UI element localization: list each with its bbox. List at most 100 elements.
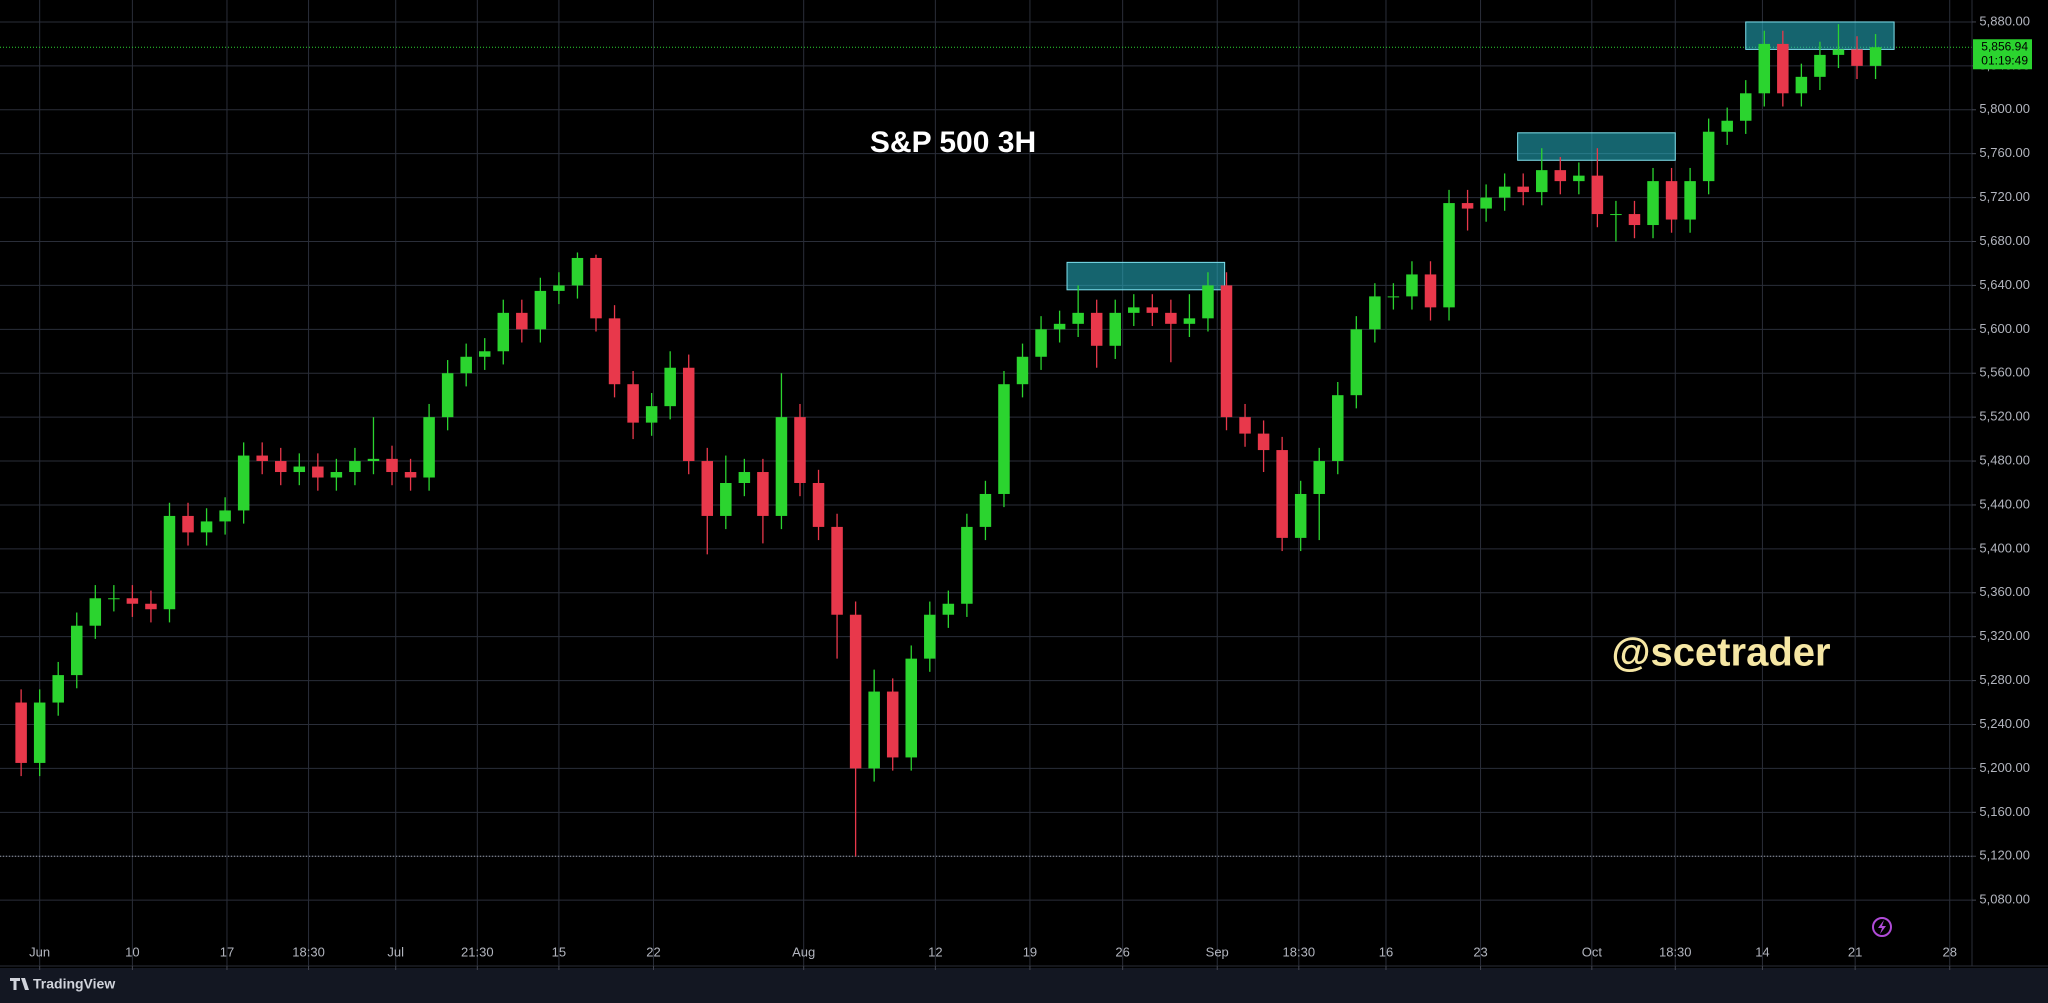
x-tick-label: Jun <box>29 944 50 959</box>
candle-body <box>349 461 361 473</box>
candle-body <box>1294 493 1307 538</box>
candle-body <box>831 526 843 615</box>
y-tick-label: 5,360.00 <box>1979 584 2030 599</box>
candle-body <box>33 702 46 763</box>
y-tick-label: 5,760.00 <box>1979 145 2030 160</box>
candle-body <box>330 472 343 478</box>
y-tick-label: 5,160.00 <box>1979 804 2030 819</box>
x-tick-label: 22 <box>646 944 660 959</box>
candle-body <box>367 458 380 462</box>
candle-body <box>404 472 417 478</box>
candle-body <box>1480 197 1492 209</box>
candle-body <box>256 455 268 462</box>
candle-body <box>1313 461 1325 494</box>
candle-body <box>534 290 547 330</box>
x-tick-label: 21 <box>1848 944 1862 959</box>
footer-bar <box>0 968 2048 1003</box>
candle-body <box>1239 417 1251 434</box>
y-tick-label: 5,560.00 <box>1979 365 2030 380</box>
candle-body <box>1647 181 1659 226</box>
candle-body <box>1554 170 1567 182</box>
candle-body <box>998 384 1010 494</box>
candle-body <box>478 351 491 357</box>
candle-body <box>182 515 194 533</box>
zone <box>1066 261 1226 291</box>
candle-body <box>423 417 435 478</box>
candle-body <box>15 702 27 763</box>
candle-body <box>1016 356 1029 385</box>
candle-body <box>849 614 862 769</box>
x-tick-label: Jul <box>387 944 404 959</box>
candle-body <box>1498 186 1511 198</box>
alert-icon-bolt <box>1878 920 1886 934</box>
candle-body <box>1424 274 1437 308</box>
candle-body <box>71 625 83 676</box>
watermark: @scetrader <box>1611 631 1830 675</box>
last-price-box <box>1973 39 2032 70</box>
candle-body <box>108 598 120 600</box>
candle-body <box>1758 43 1771 94</box>
candle-body <box>1517 186 1529 193</box>
candle-body <box>961 526 973 604</box>
candle-body <box>1684 181 1696 220</box>
alert-icon <box>1872 917 1892 937</box>
candle-body <box>590 257 602 319</box>
candle-body <box>460 356 472 374</box>
x-tick-label: Sep <box>1206 944 1229 959</box>
candle-body <box>200 521 213 533</box>
candle-body <box>1165 312 1177 324</box>
y-tick-label: 5,400.00 <box>1979 540 2030 555</box>
candle-body <box>1276 450 1288 538</box>
candle-body <box>1146 307 1159 313</box>
candle-body <box>1443 203 1455 308</box>
candle-body <box>1591 175 1604 215</box>
y-tick-label: 5,240.00 <box>1979 716 2030 731</box>
candle-body <box>497 312 510 352</box>
candle-body <box>738 472 751 483</box>
candle-body <box>905 658 917 758</box>
candle-body <box>664 367 676 407</box>
x-tick-label: 28 <box>1942 944 1956 959</box>
x-tick-label: 18:30 <box>292 944 325 959</box>
y-tick-label: 5,600.00 <box>1979 321 2030 336</box>
candle-body <box>886 691 899 758</box>
candle-body <box>145 603 157 610</box>
candle-body <box>237 455 250 511</box>
candle-body <box>219 510 231 522</box>
candle-body <box>645 406 658 423</box>
candle-body <box>924 614 936 659</box>
candle-body <box>52 675 64 703</box>
chart-title: S&P 500 3H <box>870 126 1036 159</box>
x-tick-label: Aug <box>792 944 815 959</box>
candle-body <box>812 483 825 527</box>
candle-body <box>868 691 880 769</box>
candle-body <box>1832 49 1845 55</box>
candle-body <box>1220 285 1233 418</box>
x-tick-label: 21:30 <box>461 944 494 959</box>
candle-body <box>441 373 454 418</box>
candle-body <box>1814 54 1826 77</box>
x-tick-label: 12 <box>928 944 942 959</box>
candle-body <box>1109 312 1121 346</box>
candle-body <box>1777 43 1789 94</box>
y-tick-label: 5,120.00 <box>1979 848 2030 863</box>
brand-logo <box>10 978 29 990</box>
candle-body <box>794 417 806 483</box>
candles <box>15 24 1882 857</box>
candle-body <box>1721 120 1733 132</box>
candle-body <box>1387 296 1400 298</box>
zone <box>1517 132 1676 161</box>
x-tick-label: 14 <box>1755 944 1769 959</box>
candle-body <box>1090 312 1103 346</box>
y-tick-label: 5,480.00 <box>1979 452 2030 467</box>
candle-body <box>516 312 528 330</box>
y-tick-label: 5,640.00 <box>1979 277 2030 292</box>
y-tick-label: 5,280.00 <box>1979 672 2030 687</box>
x-tick-label: Oct <box>1582 944 1603 959</box>
candle-body <box>1739 93 1752 121</box>
y-tick-label: 5,080.00 <box>1979 892 2030 907</box>
candle-body <box>89 598 102 626</box>
candle-body <box>553 285 565 291</box>
